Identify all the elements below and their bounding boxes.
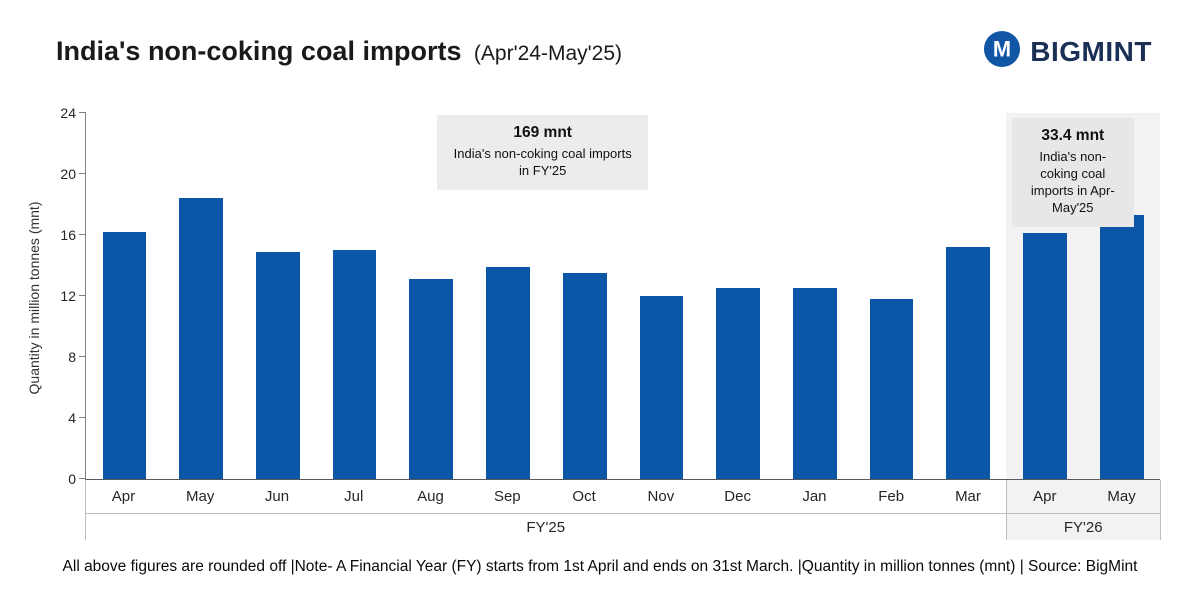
bar-slot [239, 113, 316, 479]
bar-fy25-mar [946, 247, 991, 479]
bar-fy25-aug [409, 279, 454, 479]
chart-title: India's non-coking coal imports [56, 36, 462, 66]
group-separator-left [85, 480, 86, 540]
bar-slot [623, 113, 700, 479]
y-tick-mark [79, 173, 86, 174]
bar-slot [1083, 113, 1160, 479]
x-tick-label-fy26-apr: Apr [1033, 488, 1057, 505]
bar-fy25-dec [716, 288, 760, 479]
bar-slot [393, 113, 470, 479]
y-tick-mark [79, 234, 86, 235]
y-tick-mark [79, 417, 86, 418]
brand-logo: M BIGMINT [983, 30, 1152, 73]
bar-slot [930, 113, 1007, 479]
svg-text:M: M [993, 37, 1011, 62]
x-tick-label-fy25-jan: Jan [802, 488, 827, 505]
bar-fy25-jul [332, 250, 377, 479]
bar-slot [776, 113, 853, 479]
x-tick-label-fy25-aug: Aug [417, 488, 444, 505]
chart-subtitle: (Apr'24-May'25) [473, 42, 622, 65]
y-tick-label: 20 [60, 166, 76, 182]
x-tick-label-fy25-oct: Oct [572, 488, 596, 505]
bigmint-logo-icon: M [983, 30, 1021, 73]
bar-slot [546, 113, 623, 479]
x-tick-label-fy25-may: May [186, 488, 215, 505]
y-tick-mark [79, 295, 86, 296]
y-tick-label: 24 [60, 105, 76, 121]
y-tick-mark [79, 478, 86, 479]
annotation-text: India's non-coking coal imports in FY'25 [453, 146, 632, 178]
bar-slot [470, 113, 547, 479]
bars-row [86, 113, 1160, 479]
bar-slot [853, 113, 930, 479]
y-tick-label: 0 [68, 471, 76, 487]
bar-fy25-feb [869, 299, 914, 479]
y-tick-label: 8 [68, 349, 76, 366]
x-tick-label-fy25-apr: Apr [111, 488, 136, 505]
annotation-value: 169 mnt [513, 124, 572, 141]
bar-fy25-sep [486, 267, 530, 479]
annotation-text: India's non-coking coal imports in Apr-M… [1030, 149, 1115, 215]
group-separator-boundary [1006, 480, 1008, 540]
bar-fy25-may [179, 198, 223, 479]
y-tick-label: 12 [60, 288, 76, 304]
y-tick-mark [79, 356, 86, 357]
bar-fy26-may [1099, 215, 1144, 479]
y-tick-mark [79, 112, 86, 113]
footnote: All above figures are rounded off |Note-… [62, 558, 1138, 575]
annotation-fy26-total: 33.4 mnt India's non-coking coal imports… [1011, 118, 1134, 227]
brand-name: BIGMINT [1030, 35, 1152, 67]
bar-fy25-apr [102, 231, 147, 479]
x-axis-month-labels: Apr May Jun Jul Aug Sep Oct Nov Dec Jan Feb Mar Apr M… [85, 480, 1160, 514]
annotation-value: 33.4 mnt [1041, 127, 1105, 144]
bar-fy25-jan [792, 288, 837, 479]
x-tick-label-fy25-sep: Sep [493, 488, 521, 505]
plot-area: 0 4 8 12 16 20 24 169 mnt India's non-coking c… [60, 105, 1160, 487]
bar-slot [700, 113, 777, 479]
chart: 0 4 8 12 16 20 24 169 mnt India's non-coking c… [60, 105, 1161, 540]
x-tick-label-fy25-dec: Dec [724, 488, 751, 505]
bar-slot [86, 113, 163, 479]
x-tick-label-fy26-may: May [1107, 488, 1136, 505]
group-label-fy25: FY'25 [526, 518, 566, 536]
bar-slot [1007, 113, 1084, 479]
bar-fy25-oct [562, 273, 607, 479]
header: India's non-coking coal imports (Apr'24-… [56, 30, 1152, 73]
bar-slot [316, 113, 393, 479]
x-axis-group-labels: FY'25 FY'26 [85, 514, 1160, 540]
x-tick-label-fy25-jul: Jul [344, 488, 364, 505]
group-label-fy26: FY'26 [1063, 518, 1103, 536]
bar-fy25-jun [255, 251, 300, 479]
x-tick-label-fy25-feb: Feb [878, 488, 905, 505]
y-tick-label: 4 [68, 410, 76, 427]
bar-slot [163, 113, 240, 479]
page-title: India's non-coking coal imports (Apr'24-… [56, 36, 622, 67]
y-tick-label: 16 [60, 227, 76, 244]
x-tick-label-fy25-mar: Mar [955, 488, 981, 505]
x-tick-label-fy25-nov: Nov [647, 488, 675, 505]
x-tick-label-fy25-jun: Jun [264, 488, 290, 505]
annotation-fy25-total: 169 mnt India's non-coking coal imports … [437, 115, 649, 190]
bar-fy26-apr [1023, 233, 1067, 479]
group-separator-right [1160, 480, 1161, 540]
bar-fy25-nov [639, 296, 684, 479]
